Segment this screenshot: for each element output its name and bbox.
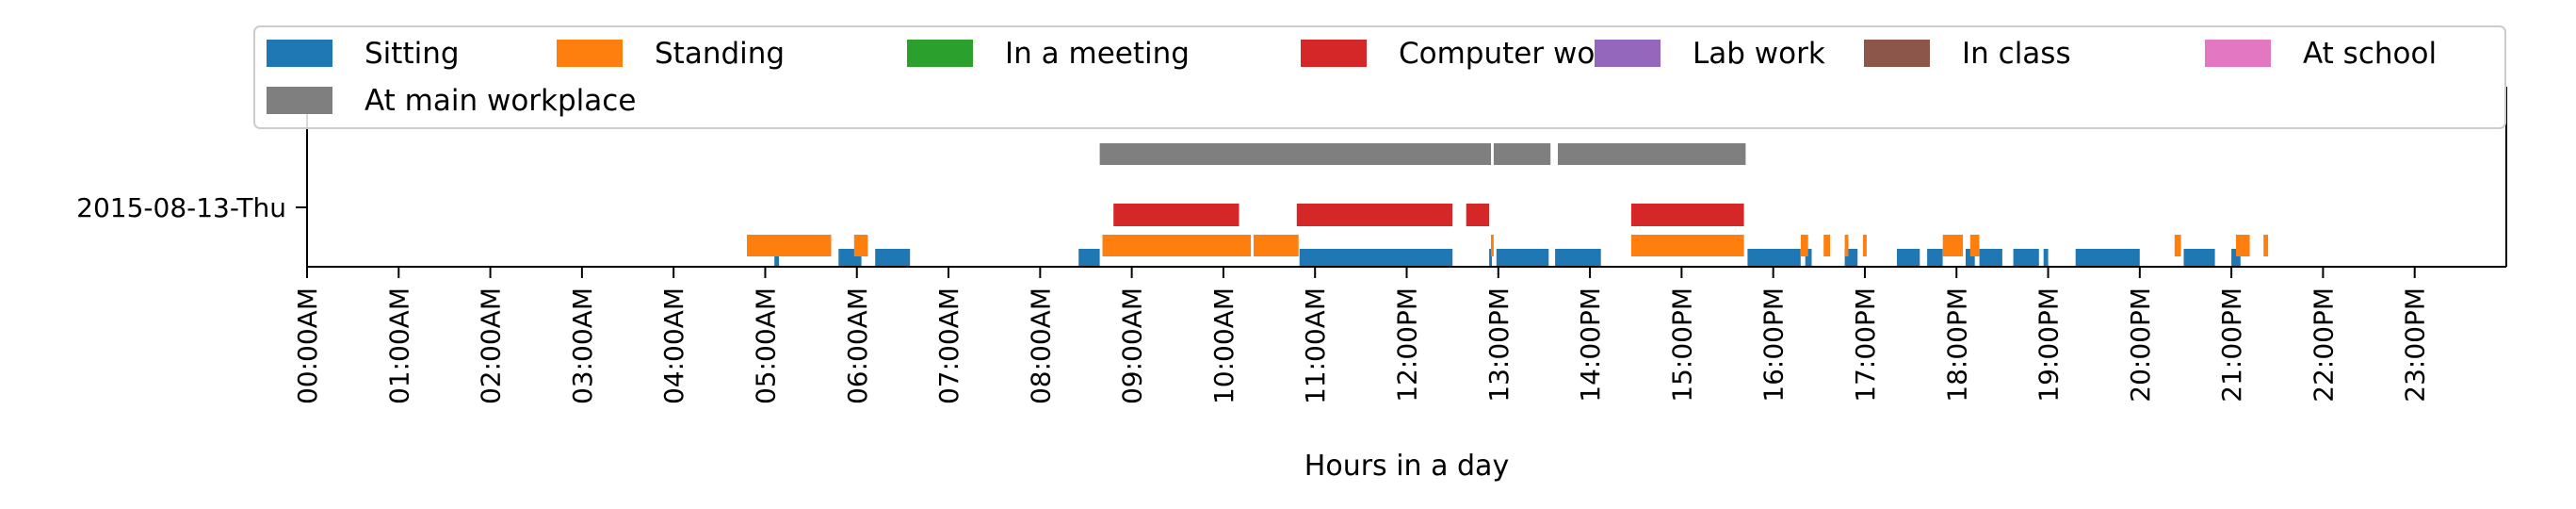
bar-standing-3 <box>1254 235 1299 256</box>
bar-standing-14 <box>2263 235 2269 256</box>
bar-sitting-9 <box>1805 249 1812 267</box>
bar-sitting-4 <box>1299 249 1453 267</box>
bar-standing-6 <box>1800 235 1808 256</box>
x-tick-label-0: 00:00AM <box>292 287 323 404</box>
legend-label-in-class: In class <box>1962 37 2071 71</box>
x-tick-label-20: 20:00PM <box>2125 287 2156 402</box>
bar-standing-9 <box>1863 235 1867 256</box>
x-axis-title: Hours in a day <box>1304 450 1509 483</box>
legend-swatch-in-a-meeting <box>907 40 973 67</box>
x-tick-label-18: 18:00PM <box>1941 287 1972 402</box>
bar-sitting-14 <box>1979 249 2002 267</box>
x-tick-label-14: 14:00PM <box>1575 287 1606 402</box>
bar-sitting-3 <box>1078 249 1100 267</box>
x-tick-label-4: 04:00AM <box>658 287 689 404</box>
x-tick-label-3: 03:00AM <box>567 287 598 404</box>
bar-sitting-5 <box>1489 249 1492 267</box>
bar-sitting-15 <box>2013 249 2039 267</box>
x-tick-label-6: 06:00AM <box>842 287 873 404</box>
legend-swatch-sitting <box>267 40 332 67</box>
bar-sitting-16 <box>2043 249 2049 267</box>
x-tick-label-19: 19:00PM <box>2033 287 2065 402</box>
legend-swatch-lab-work <box>1595 40 1661 67</box>
legend-label-at-main-workplace: At main workplace <box>365 84 636 118</box>
bar-sitting-8 <box>1747 249 1801 267</box>
x-tick-label-17: 17:00PM <box>1850 287 1881 402</box>
legend-label-lab-work: Lab work <box>1693 37 1825 71</box>
bar-standing-11 <box>1969 235 1980 256</box>
x-tick-label-12: 12:00PM <box>1392 287 1423 402</box>
legend-label-standing: Standing <box>655 37 785 71</box>
bar-standing-12 <box>2174 235 2181 256</box>
x-tick-label-16: 16:00PM <box>1758 287 1790 402</box>
legend-label-in-a-meeting: In a meeting <box>1005 37 1190 71</box>
x-tick-label-9: 09:00AM <box>1117 287 1148 404</box>
x-tick-label-2: 02:00AM <box>476 287 507 404</box>
x-tick-label-7: 07:00AM <box>933 287 964 404</box>
bar-standing-1 <box>853 235 868 256</box>
legend-swatch-in-class <box>1864 40 1930 67</box>
bar-sitting-7 <box>1555 249 1601 267</box>
bar-at-main-workplace-0 <box>1099 143 1491 165</box>
bar-sitting-19 <box>2231 249 2241 267</box>
legend: Sitting Standing In a meeting Computer work… <box>253 25 2506 129</box>
legend-swatch-at-main-workplace <box>267 87 332 114</box>
x-tick-label-11: 11:00AM <box>1300 287 1331 404</box>
bar-at-main-workplace-2 <box>1558 143 1746 165</box>
bar-sitting-17 <box>2075 249 2140 267</box>
bar-sitting-12 <box>1927 249 1943 267</box>
bar-sitting-11 <box>1897 249 1920 267</box>
bar-computer-work-3 <box>1630 204 1744 226</box>
axes: 00:00AM 01:00AM 02:00AM 03:00AM 04:00AM 05:00… <box>292 87 2507 404</box>
x-tick-label-10: 10:00AM <box>1208 287 1239 404</box>
bar-sitting-0 <box>774 249 780 267</box>
bar-standing-2 <box>1102 235 1252 256</box>
bar-standing-7 <box>1823 235 1830 256</box>
bar-standing-4 <box>1491 235 1494 256</box>
bar-computer-work-1 <box>1296 204 1453 226</box>
bar-sitting-13 <box>1966 249 1975 267</box>
bar-standing-5 <box>1630 235 1744 256</box>
bar-standing-0 <box>747 235 832 256</box>
bar-sitting-6 <box>1496 249 1549 267</box>
bar-standing-8 <box>1844 235 1849 256</box>
x-tick-label-1: 01:00AM <box>383 287 414 404</box>
bar-computer-work-0 <box>1113 204 1239 226</box>
legend-label-at-school: At school <box>2303 37 2437 71</box>
x-tick-label-23: 23:00PM <box>2400 287 2431 402</box>
legend-label-computer-work: Computer work <box>1399 37 1624 71</box>
x-tick-label-13: 13:00PM <box>1483 287 1515 402</box>
x-tick-label-5: 05:00AM <box>750 287 781 404</box>
legend-swatch-computer-work <box>1301 40 1367 67</box>
y-category-label: 2015-08-13-Thu <box>76 192 286 223</box>
legend-swatch-standing <box>557 40 623 67</box>
interval-bars <box>747 143 2269 267</box>
legend-box <box>253 25 2506 129</box>
bar-sitting-2 <box>875 249 911 267</box>
x-tick-label-8: 08:00AM <box>1025 287 1056 404</box>
x-tick-label-22: 22:00PM <box>2308 287 2339 402</box>
x-tick-label-21: 21:00PM <box>2216 287 2247 402</box>
bar-computer-work-2 <box>1466 204 1489 226</box>
x-tick-label-15: 15:00PM <box>1666 287 1697 402</box>
bar-at-main-workplace-1 <box>1493 143 1551 165</box>
legend-label-sitting: Sitting <box>365 37 460 71</box>
legend-swatch-at-school <box>2205 40 2271 67</box>
bar-standing-10 <box>1942 235 1964 256</box>
bar-sitting-18 <box>2183 249 2215 267</box>
bar-standing-13 <box>2236 235 2250 256</box>
